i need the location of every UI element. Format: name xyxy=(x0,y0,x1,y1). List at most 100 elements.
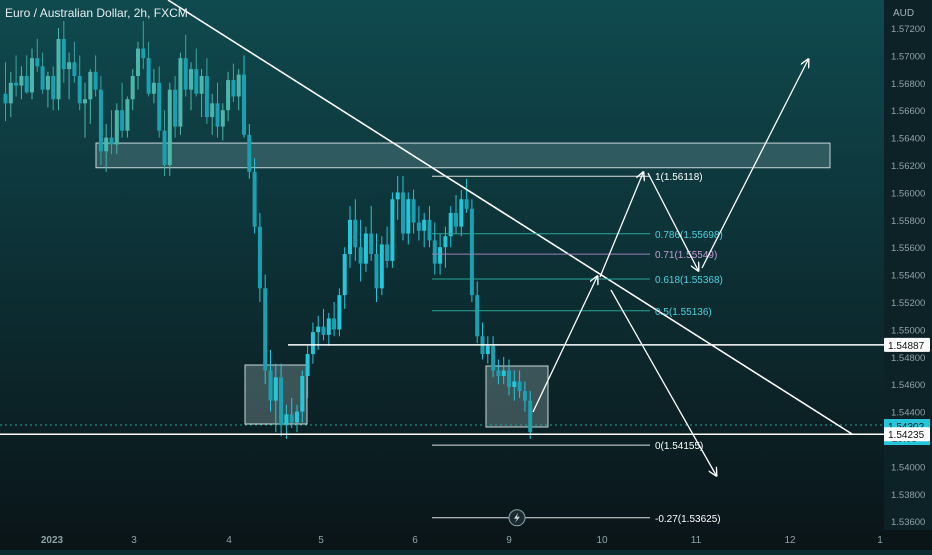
candle xyxy=(199,69,204,118)
candle xyxy=(83,82,87,138)
candle-body xyxy=(40,66,45,90)
candle xyxy=(295,404,299,433)
candle-body xyxy=(231,80,236,97)
candle xyxy=(120,82,125,138)
candle xyxy=(109,110,114,155)
candle-body xyxy=(416,222,421,231)
candle-body xyxy=(358,247,363,264)
projection-arrow-up-1 xyxy=(532,277,597,413)
candle xyxy=(257,212,262,302)
candle xyxy=(98,75,103,165)
candle-body xyxy=(157,82,162,131)
candle-body xyxy=(162,130,167,165)
candle xyxy=(178,52,183,135)
candle-body xyxy=(189,69,193,90)
price-tick-label: 1.57200 xyxy=(891,24,925,35)
candle-body xyxy=(395,192,400,200)
candle-body xyxy=(507,370,511,387)
candle-body xyxy=(448,212,453,237)
price-tick-label: 1.55200 xyxy=(891,298,925,309)
candle-body xyxy=(469,208,474,296)
candle-body xyxy=(204,75,209,118)
candle xyxy=(210,93,215,135)
candle-body xyxy=(242,74,246,135)
candle xyxy=(226,71,231,122)
time-tick-label: 5 xyxy=(318,535,324,546)
candle-body xyxy=(443,236,448,248)
candle-body xyxy=(305,354,310,376)
candle-body xyxy=(342,254,347,296)
candle-body xyxy=(183,58,188,90)
candle-body xyxy=(363,233,368,264)
candle-body xyxy=(348,219,352,255)
candle-body xyxy=(35,58,40,67)
candle-body xyxy=(279,377,284,426)
candle xyxy=(162,110,167,176)
candle xyxy=(151,69,156,104)
candle-body xyxy=(114,110,119,145)
candle xyxy=(183,34,188,97)
candle-body xyxy=(475,295,480,337)
candle-body xyxy=(146,58,151,94)
candle-body xyxy=(496,370,501,376)
candle xyxy=(194,48,199,97)
time-tick-label: 12 xyxy=(784,535,796,546)
candle xyxy=(385,226,390,268)
candle-body xyxy=(332,318,337,330)
candle-body xyxy=(300,375,305,412)
candle xyxy=(88,69,93,124)
candle-body xyxy=(130,75,135,100)
candle xyxy=(369,206,374,261)
fib-level-label: -0.27(1.53625) xyxy=(655,514,721,525)
candle-body xyxy=(385,244,390,261)
candle xyxy=(215,82,220,138)
candle xyxy=(273,363,278,433)
candle xyxy=(136,41,140,90)
level-price-tag-bg xyxy=(884,337,930,352)
candle xyxy=(61,21,66,83)
candle-body xyxy=(93,71,98,90)
projection-arrow-down-alt xyxy=(610,289,716,475)
candle-body xyxy=(45,75,50,90)
candle xyxy=(263,274,268,385)
fib-level-label: 0.786(1.55698) xyxy=(655,230,723,241)
candle-body xyxy=(220,110,225,127)
fib-level-label: 0.5(1.55136) xyxy=(655,307,712,318)
candle-body xyxy=(257,226,262,289)
candle xyxy=(231,63,236,102)
candle xyxy=(454,195,458,234)
chart-title: Euro / Australian Dollar, 2h, FXCM xyxy=(5,6,188,20)
candle xyxy=(390,192,395,268)
candle xyxy=(305,345,310,398)
candle xyxy=(189,62,193,111)
bolt-glyph xyxy=(514,512,520,523)
candle-body xyxy=(263,288,268,371)
candle-body xyxy=(310,332,315,355)
candle-body xyxy=(3,93,8,104)
candle xyxy=(432,222,437,275)
candle xyxy=(204,58,209,124)
candle-body xyxy=(72,62,77,76)
price-tick-label: 1.53800 xyxy=(891,490,925,501)
price-tick-label: 1.55800 xyxy=(891,216,925,227)
candle-body xyxy=(226,80,231,111)
fib-level-label: 1(1.56118) xyxy=(655,172,703,183)
price-tick-label: 1.56000 xyxy=(891,188,925,199)
candle xyxy=(422,212,427,248)
candle xyxy=(67,52,72,100)
candle xyxy=(279,363,284,437)
time-tick-label: 10 xyxy=(596,535,608,546)
price-tick-label: 1.54400 xyxy=(891,408,925,419)
candle-body xyxy=(522,391,527,401)
candle-body xyxy=(379,244,384,289)
candle-body xyxy=(295,411,299,423)
candle xyxy=(507,359,511,396)
price-tick-label: 1.54800 xyxy=(891,353,925,364)
candle xyxy=(406,192,411,245)
price-tick-label: 1.53600 xyxy=(891,517,925,528)
price-tick-label: 1.54600 xyxy=(891,380,925,391)
candle-body xyxy=(30,58,34,93)
candle xyxy=(485,336,490,364)
